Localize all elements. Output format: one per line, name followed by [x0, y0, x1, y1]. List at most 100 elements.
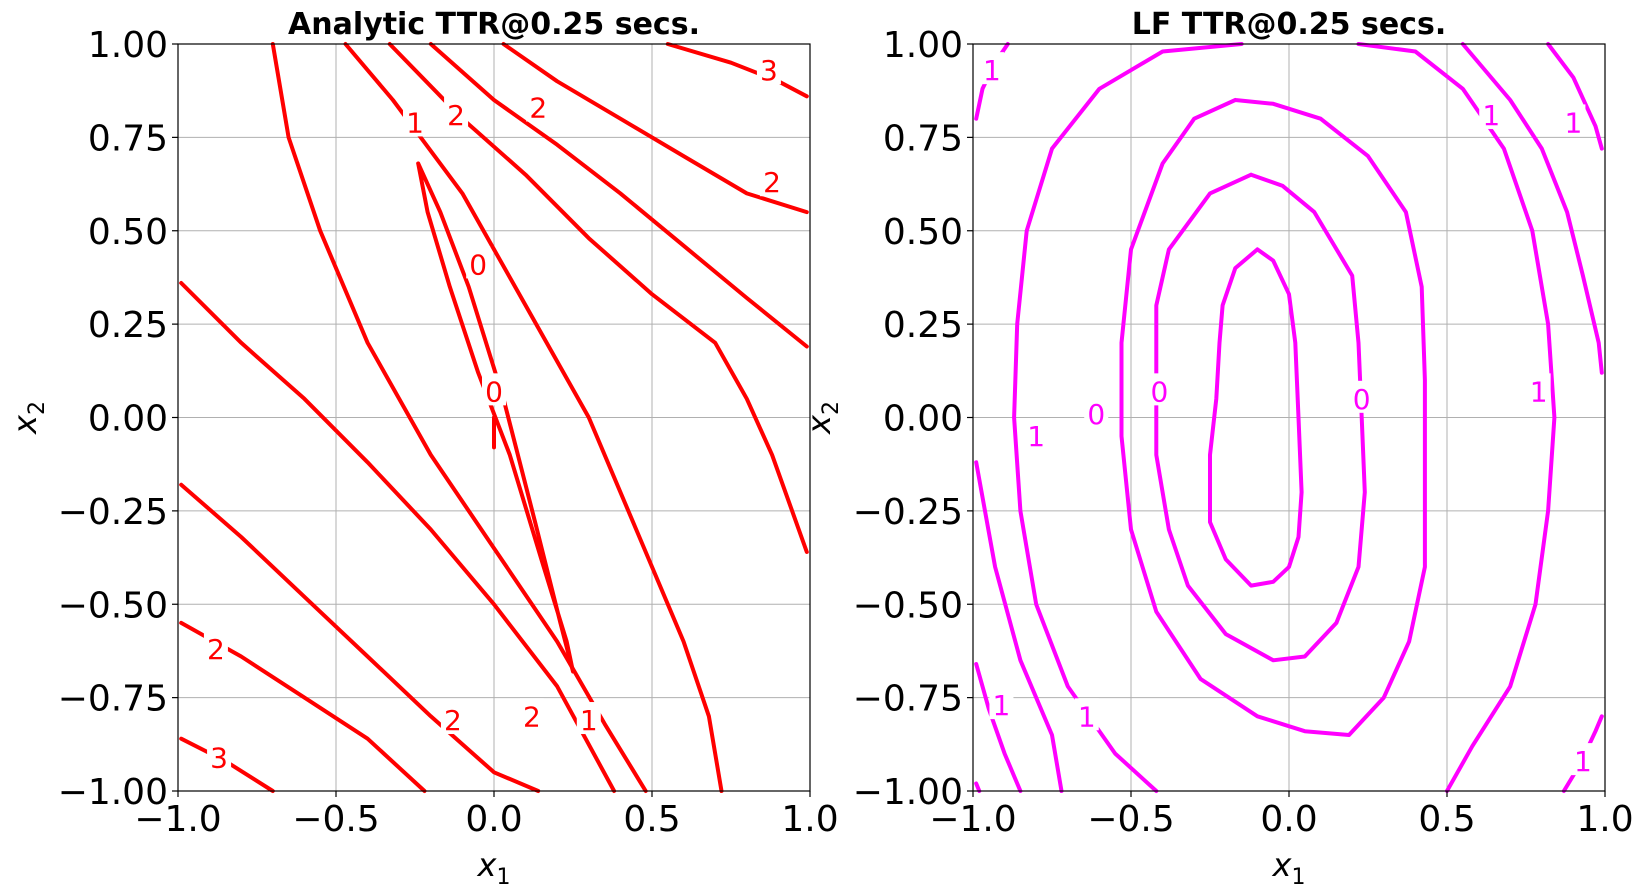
contour-label: 1	[1574, 745, 1592, 778]
contour-label: 0	[485, 375, 503, 408]
contour-label: 2	[523, 700, 541, 733]
contour-label-gap	[482, 373, 506, 406]
x-tick-label: 0.5	[1418, 799, 1475, 840]
y-tick-label: 0.75	[883, 118, 963, 159]
contour-label: 1	[1530, 375, 1548, 408]
x-axis-label: x1	[1272, 846, 1306, 889]
contour-line-level-0	[1208, 247, 1304, 588]
contour-label-gap	[1084, 395, 1109, 428]
contour-label-gap	[403, 104, 427, 137]
y-tick-label: −0.25	[853, 492, 963, 533]
y-axis-label-subscript: 2	[819, 401, 844, 415]
contour-label-gap	[440, 702, 465, 735]
contour-label: 3	[760, 54, 778, 87]
y-tick-label: −0.75	[58, 679, 168, 720]
contour-label-gap	[1570, 743, 1595, 776]
contour-line-level-0	[416, 161, 575, 674]
contour-line-level-2	[501, 42, 809, 215]
contour-label: 1	[1564, 106, 1582, 139]
x-tick-label: −1.0	[134, 799, 221, 840]
contour-line-level-3	[665, 42, 809, 99]
contour-line-level-1	[1012, 42, 1244, 793]
y-tick-label: 0.25	[883, 305, 963, 346]
contour-label: 1	[406, 106, 424, 139]
contour-line-level-2	[179, 281, 617, 793]
contour-label: 1	[1482, 99, 1500, 132]
contour-label-gap	[1349, 380, 1374, 413]
y-tick-label: −0.75	[853, 679, 963, 720]
y-tick-label: −0.25	[58, 492, 168, 533]
x-tick-label: −0.5	[1087, 799, 1174, 840]
contour-label-gap	[576, 702, 601, 735]
contour-label: 2	[207, 633, 225, 666]
contour-line-level-1	[974, 460, 1064, 793]
contour-label: 1	[983, 54, 1001, 87]
contour-label-gap	[526, 89, 551, 122]
contour-line-level-1	[270, 42, 648, 793]
contour-label-gap	[1526, 373, 1551, 406]
contour-label-gap	[756, 52, 781, 85]
contour-label-gap	[1074, 698, 1099, 731]
y-tick-label: −1.00	[58, 772, 168, 813]
contour-line-level--1	[974, 662, 1023, 793]
contour-line-level-2	[179, 482, 541, 793]
x-axis-label-subscript: 1	[1291, 865, 1305, 889]
contour-label: 1	[580, 704, 598, 737]
contour-line-level-1	[1356, 42, 1557, 793]
contour-label: 0	[1151, 375, 1169, 408]
y-tick-label: 0.25	[88, 305, 168, 346]
y-tick-label: 0.50	[88, 212, 168, 253]
contour-label: 3	[210, 741, 228, 774]
chart-title: Analytic TTR@0.25 secs.	[288, 7, 700, 42]
contour-label-gap	[519, 698, 544, 731]
y-tick-label: −1.00	[853, 772, 963, 813]
y-tick-label: 0.00	[88, 399, 168, 440]
contour-line-level-2	[387, 42, 809, 554]
contour-label-gap	[466, 246, 491, 279]
contour-label-gap	[1561, 104, 1586, 137]
contour-line-level-2	[428, 42, 809, 349]
contour-line-level-0	[1119, 98, 1427, 737]
contour-label-gap	[207, 739, 232, 772]
contour-label: 0	[1087, 398, 1105, 431]
contour-label-gap	[760, 164, 785, 197]
contour-label-gap	[1479, 96, 1504, 129]
contour-label: 1	[1027, 420, 1045, 453]
contour-label: 2	[763, 166, 781, 199]
contour-label-gap	[1024, 418, 1049, 451]
contour-label-gap	[203, 631, 228, 664]
y-axis-label: x2	[800, 401, 844, 435]
contour-label: 0	[1353, 383, 1371, 416]
contour-label: 1	[1078, 700, 1096, 733]
x-axis-label: x1	[477, 846, 511, 889]
x-tick-label: 1.0	[1576, 799, 1632, 840]
contour-line-level--1	[974, 781, 982, 793]
y-tick-label: 0.00	[883, 399, 963, 440]
y-tick-label: −0.50	[853, 585, 963, 626]
x-axis-label-subscript: 1	[496, 865, 510, 889]
x-tick-label: 0.5	[623, 799, 680, 840]
contour-label-gap	[979, 52, 1004, 85]
y-tick-label: 1.00	[883, 25, 963, 66]
contour-label: 2	[444, 704, 462, 737]
x-tick-label: 0.0	[1260, 799, 1317, 840]
contour-label: 0	[469, 248, 487, 281]
contour-label: 1	[993, 689, 1011, 722]
contour-line-level-0	[1154, 172, 1367, 663]
y-tick-label: 0.50	[883, 212, 963, 253]
chart-title: LF TTR@0.25 secs.	[1132, 7, 1446, 42]
x-tick-label: 1.0	[781, 799, 838, 840]
y-axis-label-subscript: 2	[25, 401, 50, 415]
y-tick-label: 0.75	[88, 118, 168, 159]
x-tick-label: −0.5	[292, 799, 379, 840]
contour-line-level--1	[1546, 42, 1604, 151]
chart-panel-2: 0 0 0 1 1 1 1 1 1 1 1 −1.0 −0.5 0.0 0.5 1.0 1.00 0.75 0.50…	[800, 7, 1632, 890]
contour-label: 2	[529, 91, 547, 124]
contour-label: 2	[447, 99, 465, 132]
contour-label-gap	[989, 687, 1014, 720]
contour-label-gap	[1147, 373, 1172, 406]
x-tick-label: −1.0	[929, 799, 1016, 840]
